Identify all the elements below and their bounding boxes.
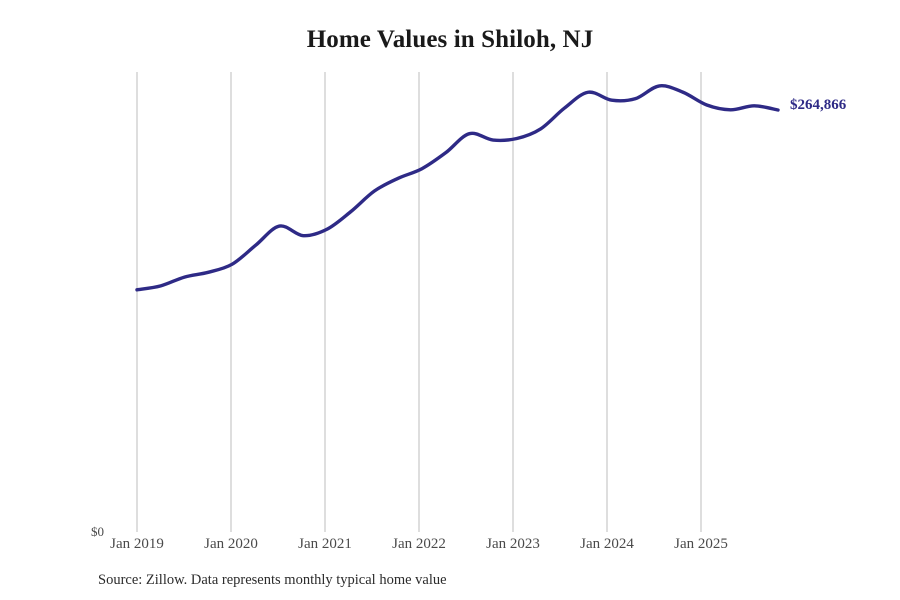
x-tick-jan-2024: Jan 2024 (580, 536, 634, 552)
page-title: Home Values in Shiloh, NJ (306, 26, 594, 53)
source-note: Source: Zillow. Data represents monthly … (98, 572, 447, 588)
x-gridlines (136, 72, 702, 532)
x-tick-jan-2019: Jan 2019 (110, 536, 164, 552)
home-value-line (135, 84, 780, 292)
x-tick-jan-2020: Jan 2020 (204, 536, 258, 552)
y-axis-zero-label: $0 (91, 524, 104, 539)
end-value-label: $264,866 (790, 97, 847, 113)
x-tick-jan-2021: Jan 2021 (298, 536, 352, 552)
x-tick-jan-2025: Jan 2025 (674, 536, 728, 552)
x-tick-jan-2023: Jan 2023 (486, 536, 540, 552)
x-tick-jan-2022: Jan 2022 (392, 536, 446, 552)
